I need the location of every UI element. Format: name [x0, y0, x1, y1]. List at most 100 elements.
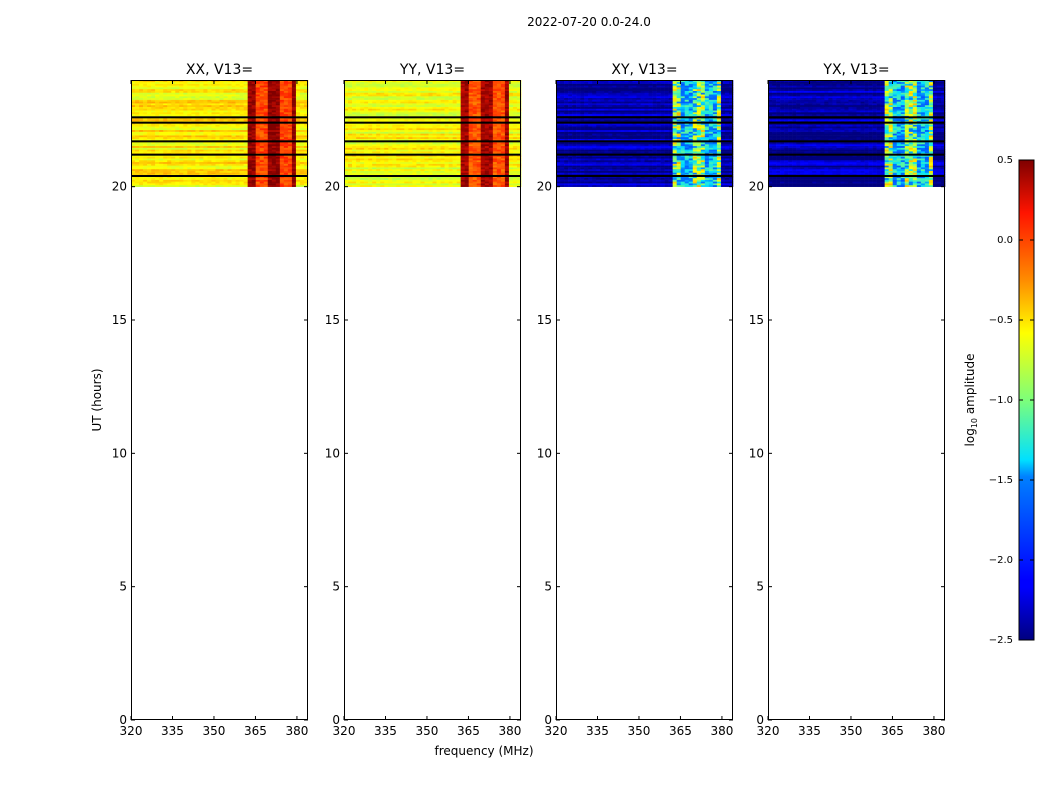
heatmap-cell — [344, 97, 349, 100]
heatmap-cell — [404, 147, 409, 150]
heatmap-cell — [356, 124, 361, 127]
heatmap-cell — [183, 94, 188, 97]
heatmap-cell — [388, 108, 393, 111]
heatmap-cell — [508, 136, 514, 139]
heatmap-cell — [400, 119, 405, 122]
heatmap-cell — [223, 99, 228, 102]
heatmap-cell — [219, 96, 224, 99]
heatmap-cell — [219, 135, 224, 138]
heatmap-cell — [151, 85, 156, 88]
heatmap-cell — [207, 138, 212, 141]
heatmap-cell — [428, 128, 433, 131]
heatmap-cell — [159, 119, 164, 122]
heatmap-cell — [251, 81, 256, 84]
heatmap-cell — [356, 97, 361, 100]
heatmap-cell — [255, 138, 261, 141]
heatmap-cell — [191, 142, 196, 145]
heatmap-cell — [456, 97, 461, 100]
heatmap-cell — [504, 165, 510, 168]
heatmap-cell — [460, 122, 465, 125]
heatmap-cell — [263, 183, 269, 186]
heatmap-cell — [456, 117, 461, 120]
heatmap-cell — [247, 101, 252, 104]
heatmap-cell — [372, 128, 377, 131]
heatmap-cell — [211, 92, 216, 95]
heatmap-cell — [368, 176, 373, 179]
heatmap-cell — [492, 170, 498, 173]
heatmap-cell — [392, 179, 397, 182]
heatmap-cell — [484, 168, 490, 171]
heatmap-cell — [135, 80, 140, 83]
heatmap-cell — [275, 172, 281, 175]
heatmap-cell — [512, 136, 518, 139]
heatmap-cell — [147, 83, 152, 86]
heatmap-cell — [207, 154, 212, 157]
heatmap-cell — [259, 131, 265, 134]
heatmap-cell — [179, 183, 184, 186]
heatmap-cell — [488, 160, 494, 163]
heatmap-cell — [376, 149, 381, 152]
heatmap-cell — [303, 90, 309, 93]
heatmap-cell — [392, 158, 397, 161]
heatmap-cell — [444, 101, 449, 104]
heatmap-cell — [295, 88, 301, 91]
heatmap-cell — [452, 110, 457, 113]
heatmap-cell — [227, 119, 232, 122]
heatmap-cell — [259, 135, 265, 138]
heatmap-cell — [444, 97, 449, 100]
heatmap-cell — [155, 145, 160, 148]
heatmap-cell — [207, 83, 212, 86]
heatmap-cell — [476, 168, 482, 171]
heatmap-cell — [195, 87, 200, 90]
heatmap-cell — [287, 110, 293, 113]
heatmap-cell — [392, 110, 397, 113]
heatmap-cell — [468, 145, 474, 148]
heatmap-cell — [167, 147, 172, 150]
heatmap-cell — [468, 149, 474, 152]
heatmap-cell — [171, 108, 176, 111]
heatmap-cell — [203, 128, 208, 131]
heatmap-cell — [151, 151, 156, 154]
heatmap-cell — [408, 135, 413, 138]
heatmap-cell — [279, 104, 285, 107]
heatmap-cell — [279, 149, 285, 152]
heatmap-cell — [400, 168, 405, 171]
heatmap-cell — [368, 138, 373, 141]
heatmap-cell — [452, 177, 457, 180]
heatmap-cell — [199, 160, 204, 163]
heatmap-cell — [392, 103, 397, 106]
heatmap-cell — [243, 110, 248, 113]
heatmap-cell — [207, 145, 212, 148]
heatmap-cell — [432, 128, 437, 131]
heatmap-cell — [303, 184, 309, 187]
heatmap-cell — [408, 161, 413, 164]
heatmap-cell — [171, 119, 176, 122]
heatmap-cell — [183, 110, 188, 113]
heatmap-cell — [488, 124, 494, 127]
heatmap-cell — [512, 161, 518, 164]
heatmap-cell — [147, 183, 152, 186]
heatmap-cell — [444, 170, 449, 173]
heatmap-cell — [199, 94, 204, 97]
heatmap-cell — [348, 99, 353, 102]
heatmap-cell — [167, 181, 172, 184]
heatmap-cell — [484, 149, 490, 152]
heatmap-cell — [360, 124, 365, 127]
heatmap-cell — [139, 165, 144, 168]
heatmap-cell — [299, 138, 305, 141]
heatmap-cell — [223, 177, 228, 180]
heatmap-cell — [472, 154, 478, 157]
heatmap-cell — [384, 160, 389, 163]
heatmap-cell — [219, 92, 224, 95]
heatmap-cell — [215, 80, 220, 83]
heatmap-cell — [396, 101, 401, 104]
heatmap-cell — [384, 133, 389, 136]
heatmap-cell — [139, 122, 144, 125]
heatmap-cell — [388, 145, 393, 148]
heatmap-cell — [400, 117, 405, 120]
heatmap-cell — [251, 151, 256, 154]
heatmap-cell — [356, 156, 361, 159]
heatmap-cell — [512, 144, 518, 147]
heatmap-cell — [364, 106, 369, 109]
heatmap-cell — [207, 183, 212, 186]
